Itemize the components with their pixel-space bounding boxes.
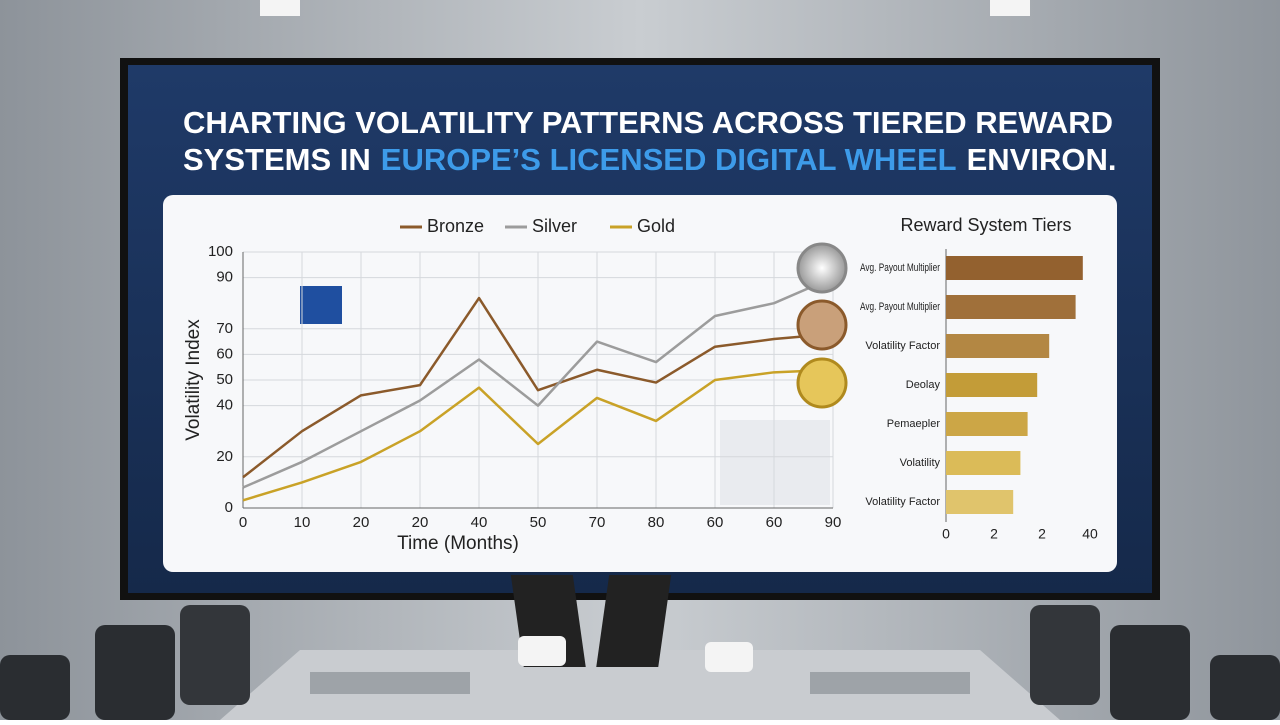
laptop-right [596,575,672,667]
x-tick-label: 70 [589,514,606,531]
x-tick-label: 80 [648,514,665,531]
series-line [242,368,834,502]
silver-medallion [796,242,848,294]
x-tick-label: 0 [239,514,247,531]
table [220,650,1060,720]
x-tick-label: 40 [1082,526,1098,542]
x-tick-label: 10 [294,514,311,531]
cup [705,642,753,672]
x-tick-label: 2 [990,526,998,542]
x-tick-label: 2 [1038,526,1046,542]
bar [946,490,1014,514]
series-line [242,276,834,489]
medallions [796,242,848,409]
eu-flag [300,286,342,324]
legend-label: Silver [532,216,577,236]
chart-panel [163,195,1117,572]
series-line [242,296,834,479]
ceiling-light [990,0,1030,16]
bronze-medallion [796,299,848,351]
category-label: Deolay [906,379,941,391]
category-label: Volatility [900,457,941,469]
bar [946,334,1050,358]
chair [1210,655,1280,720]
category-label: Volatility Factor [865,340,940,352]
x-axis-label: Time (Months) [397,533,519,554]
category-label: Pemaepler [887,418,941,430]
cup [518,636,566,666]
chair [1030,605,1100,705]
y-axis-label: Volatility Index [183,319,204,441]
chair [95,625,175,720]
y-tick-label: 90 [216,269,233,286]
category-label: Volatility Factor [865,496,940,508]
x-tick-label: 60 [707,514,724,531]
y-tick-label: 20 [216,448,233,465]
y-tick-label: 100 [208,243,233,260]
x-tick-label: 40 [471,514,488,531]
chair [1110,625,1190,720]
chair [0,655,70,720]
x-tick-label: 50 [530,514,547,531]
bar [946,256,1083,280]
category-label: Avg. Payout Multiplier [860,301,940,313]
title-text: SYSTEMS IN [183,142,371,177]
title-text: ENVIRON. [967,142,1117,177]
y-tick-label: 50 [216,371,233,388]
bar-chart-title: Reward System Tiers [900,215,1071,235]
title-line: SYSTEMS IN EUROPE’S LICENSED DIGITAL WHEE… [183,142,1116,177]
y-tick-label: 60 [216,345,233,362]
legend-label: Gold [637,216,675,236]
x-tick-label: 60 [766,514,783,531]
gold-medallion [796,357,848,409]
bar [946,451,1021,475]
laptop-base [310,672,470,694]
laptop-base [810,672,970,694]
bar [946,412,1028,436]
map-decoration [720,420,830,505]
bar [946,295,1076,319]
legend-label: Bronze [427,216,484,236]
x-tick-label: 0 [942,526,950,542]
bar [946,373,1038,397]
x-tick-label: 20 [412,514,429,531]
title-line: CHARTING VOLATILITY PATTERNS ACROSS TIER… [183,105,1113,140]
y-tick-label: 0 [225,499,233,516]
x-tick-label: 90 [825,514,842,531]
x-tick-label: 20 [353,514,370,531]
title-highlight: EUROPE’S LICENSED DIGITAL WHEEL [381,142,957,177]
y-tick-label: 40 [216,397,233,414]
ceiling-light [260,0,300,16]
y-tick-label: 70 [216,320,233,337]
chair [180,605,250,705]
category-label: Avg. Payout Multiplier [860,262,940,274]
